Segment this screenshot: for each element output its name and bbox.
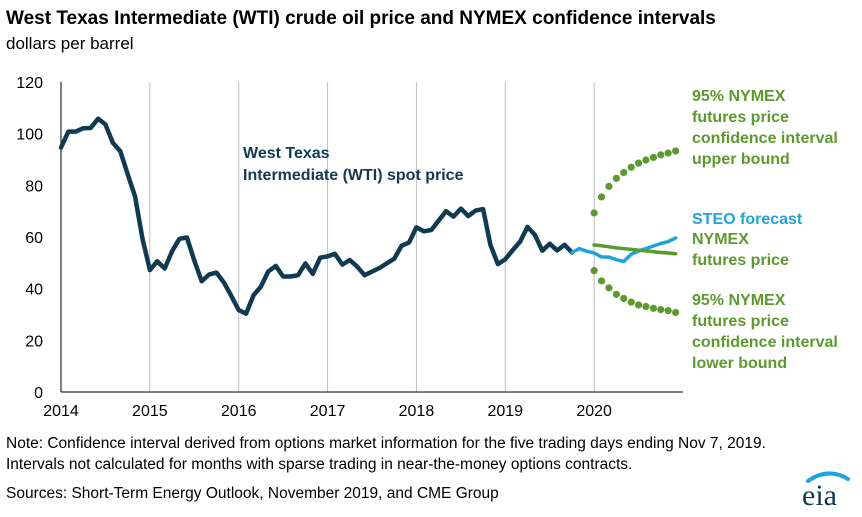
wti-label-line: Intermediate (WTI) spot price: [243, 167, 464, 184]
nymex-line: [592, 243, 678, 256]
y-tick-label-0: 0: [34, 385, 43, 402]
upper-point: [642, 156, 650, 164]
upper-point: [605, 182, 613, 190]
chart-sources: Sources: Short-Term Energy Outlook, Nove…: [6, 485, 499, 502]
steo-label-line: STEO forecast: [692, 211, 803, 228]
x-tick-label-2017: 2017: [310, 403, 346, 420]
lower-point: [627, 298, 635, 306]
x-tick-label-2015: 2015: [132, 403, 168, 420]
upper-label-line: upper bound: [692, 151, 790, 168]
upper-point: [620, 168, 628, 177]
upper-point: [657, 151, 665, 159]
lower-point: [672, 308, 680, 317]
y-tick-label-20: 20: [25, 333, 43, 350]
upper-point: [634, 159, 643, 167]
upper-point: [597, 193, 606, 201]
upper-point: [612, 174, 620, 182]
y-tick-label-40: 40: [25, 282, 43, 299]
nymex-label-line: NYMEX: [692, 231, 749, 248]
y-tick-label-100: 100: [16, 127, 43, 144]
lower-point: [634, 301, 643, 309]
lower-point: [642, 302, 650, 311]
upper-point: [664, 149, 672, 157]
lower-label-line: confidence interval: [692, 334, 838, 351]
upper-label-line: 95% NYMEX: [692, 88, 786, 105]
x-tick-label-2018: 2018: [399, 403, 435, 420]
y-tick-label-80: 80: [25, 178, 43, 195]
chart-note: Note: Confidence interval derived from o…: [6, 435, 766, 473]
wti-line: [58, 116, 575, 316]
lower-point: [597, 277, 606, 285]
steo-line: [570, 236, 678, 264]
upper-point: [672, 147, 680, 155]
lower-point: [620, 294, 628, 303]
lower-point: [605, 284, 613, 292]
wti-label-line: West Texas: [243, 145, 330, 162]
upper-point: [590, 209, 598, 217]
x-tick-label-2016: 2016: [221, 403, 257, 420]
y-tick-label-60: 60: [25, 230, 43, 247]
upper-label-line: futures price: [692, 109, 789, 126]
x-tick-label-2014: 2014: [43, 403, 79, 420]
eia-logo-text: eia: [802, 479, 837, 511]
lower-label-line: 95% NYMEX: [692, 292, 786, 309]
y-tick-label-120: 120: [16, 75, 43, 92]
chart-svg: 0 20 40 60 80 100 120 2014 2015 2016 2017 2018 2019 2…: [16, 75, 838, 420]
upper-point: [649, 153, 658, 162]
lower-point: [649, 304, 658, 312]
lower-point: [590, 266, 598, 275]
lower-point: [664, 307, 672, 315]
chart-title: West Texas Intermediate (WTI) crude oil …: [6, 8, 716, 29]
lower-point: [612, 290, 620, 298]
chart-subtitle: dollars per barrel: [6, 34, 134, 53]
lower-label-line: lower bound: [692, 355, 787, 372]
eia-logo: eia: [802, 471, 850, 511]
nymex-label-line: futures price: [692, 252, 789, 269]
lower-point: [657, 305, 665, 314]
upper-label-line: confidence interval: [692, 130, 838, 147]
lower-label-line: futures price: [692, 313, 789, 330]
x-tick-label-2019: 2019: [487, 403, 523, 420]
upper-point: [627, 163, 635, 171]
x-tick-label-2020: 2020: [576, 403, 612, 420]
